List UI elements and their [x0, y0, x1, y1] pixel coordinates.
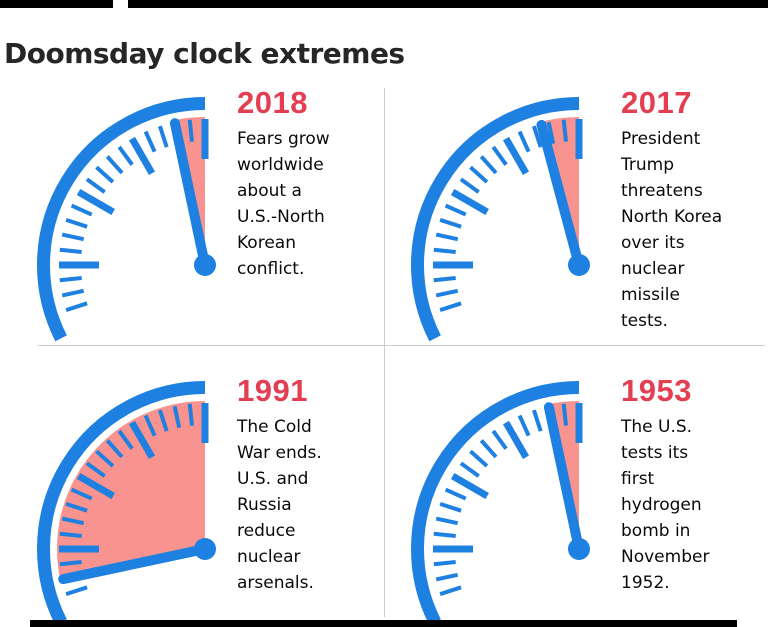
- year-label-2017: 2017: [621, 85, 692, 120]
- doomsday-clock-2017-icon: [411, 97, 590, 342]
- year-label-2018: 2018: [237, 85, 308, 120]
- panel-2018: 2018 Fears grow worldwide about a U.S.-N…: [0, 82, 384, 345]
- year-label-1953: 1953: [621, 373, 692, 408]
- year-description-1953: The U.S. tests its first hydrogen bomb i…: [621, 417, 710, 593]
- top-border-bar: [0, 0, 768, 8]
- panel-1953: 1953 The U.S. tests its first hydrogen b…: [384, 346, 768, 626]
- bottom-border-bar: [30, 620, 737, 627]
- panel-1991-text: 1991 The Cold War ends. U.S. and Russia …: [237, 374, 379, 596]
- top-border-notch: [113, 0, 128, 8]
- year-description-1991: The Cold War ends. U.S. and Russia reduc…: [237, 417, 322, 593]
- horizontal-divider: [38, 345, 765, 346]
- doomsday-clock-1953-icon: [411, 381, 590, 626]
- doomsday-clock-1991-icon: [37, 381, 216, 626]
- doomsday-clock-2018-icon: [37, 97, 216, 342]
- panel-1953-text: 1953 The U.S. tests its first hydrogen b…: [621, 374, 763, 596]
- panel-2018-text: 2018 Fears grow worldwide about a U.S.-N…: [237, 86, 379, 282]
- year-description-2018: Fears grow worldwide about a U.S.-North …: [237, 129, 330, 279]
- year-label-1991: 1991: [237, 373, 308, 408]
- year-description-2017: President Trump threatens North Korea ov…: [621, 129, 723, 331]
- panel-2017: 2017 President Trump threatens North Kor…: [384, 82, 768, 345]
- vertical-divider: [384, 88, 385, 617]
- panel-1991: 1991 The Cold War ends. U.S. and Russia …: [0, 346, 384, 626]
- page-title: Doomsday clock extremes: [4, 36, 405, 70]
- panel-2017-text: 2017 President Trump threatens North Kor…: [621, 86, 763, 334]
